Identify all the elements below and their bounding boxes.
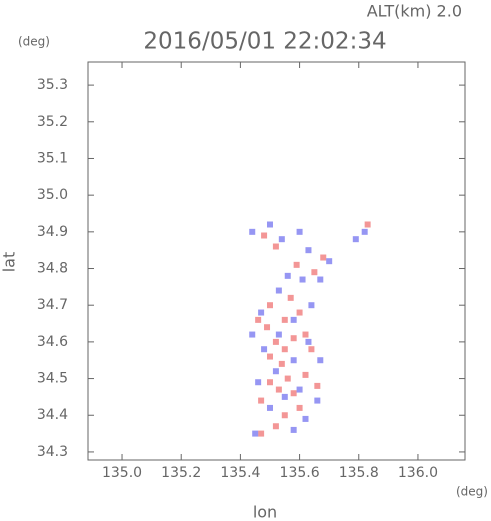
data-point: [290, 426, 297, 433]
data-point: [258, 309, 265, 316]
data-point: [272, 338, 279, 345]
plot-frame: [87, 61, 466, 461]
data-point: [255, 379, 262, 386]
x-tick-label: 135.4: [220, 465, 260, 481]
y-tick-label: 34.8: [37, 261, 68, 277]
data-point: [249, 228, 256, 235]
x-tick-label: 136.0: [398, 465, 438, 481]
data-point: [293, 261, 300, 268]
altitude-label: ALT(km) 2.0: [367, 2, 462, 21]
x-unit: (deg): [456, 485, 488, 499]
data-point: [272, 368, 279, 375]
data-point: [296, 386, 303, 393]
data-point: [275, 386, 282, 393]
y-tick-label: 34.4: [37, 407, 68, 423]
chart-title: 2016/05/01 22:02:34: [143, 29, 386, 55]
x-tick-label: 135.2: [161, 465, 201, 481]
data-point: [302, 415, 309, 422]
data-point: [314, 397, 321, 404]
data-point: [284, 272, 291, 279]
data-point: [275, 287, 282, 294]
data-point: [296, 228, 303, 235]
data-point: [281, 316, 288, 323]
data-point: [261, 232, 268, 239]
data-point: [326, 258, 333, 265]
data-point: [272, 243, 279, 250]
data-point: [287, 294, 294, 301]
data-point: [275, 331, 282, 338]
y-axis-label: lat: [0, 252, 19, 273]
data-point: [317, 276, 324, 283]
y-tick-label: 34.6: [37, 334, 68, 350]
data-point: [278, 236, 285, 243]
y-tick-label: 34.9: [37, 224, 68, 240]
data-point: [258, 397, 265, 404]
data-point: [266, 404, 273, 411]
data-point: [266, 353, 273, 360]
y-unit: (deg): [18, 35, 50, 49]
x-tick-label: 135.6: [280, 465, 320, 481]
data-point: [290, 390, 297, 397]
data-point: [272, 423, 279, 430]
x-tick-label: 135.8: [339, 465, 379, 481]
x-axis-label: lon: [253, 503, 277, 521]
data-point: [278, 360, 285, 367]
data-point: [255, 316, 262, 323]
data-point: [302, 331, 309, 338]
data-point: [290, 335, 297, 342]
y-tick-label: 35.3: [37, 77, 68, 93]
data-point: [305, 338, 312, 345]
data-point: [364, 221, 371, 228]
x-tick-label: 135.0: [102, 465, 142, 481]
y-tick-label: 34.7: [37, 297, 68, 313]
data-point: [296, 309, 303, 316]
data-point: [281, 393, 288, 400]
data-point: [361, 228, 368, 235]
data-point: [249, 331, 256, 338]
y-tick-label: 35.0: [37, 187, 68, 203]
data-point: [281, 346, 288, 353]
y-tick-label: 34.3: [37, 444, 68, 460]
data-point: [317, 357, 324, 364]
data-point: [281, 412, 288, 419]
data-point: [290, 357, 297, 364]
data-point: [352, 236, 359, 243]
data-point: [264, 324, 271, 331]
y-tick-label: 35.1: [37, 150, 68, 166]
data-point: [261, 346, 268, 353]
data-point: [311, 269, 318, 276]
data-point: [320, 254, 327, 261]
data-point: [252, 430, 259, 437]
data-point: [290, 316, 297, 323]
data-point: [266, 379, 273, 386]
data-point: [299, 276, 306, 283]
data-point: [258, 430, 265, 437]
data-point: [308, 302, 315, 309]
data-point: [308, 346, 315, 353]
data-point: [302, 371, 309, 378]
data-point: [266, 221, 273, 228]
data-point: [296, 404, 303, 411]
y-tick-label: 34.5: [37, 371, 68, 387]
data-point: [305, 247, 312, 254]
y-tick-label: 35.2: [37, 114, 68, 130]
data-point: [314, 382, 321, 389]
data-point: [266, 302, 273, 309]
data-point: [284, 375, 291, 382]
